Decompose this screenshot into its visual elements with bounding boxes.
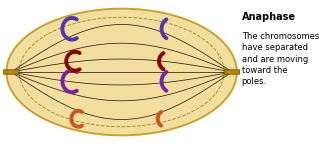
Text: The chromosomes
have separated
and are moving
toward the
poles.: The chromosomes have separated and are m… [242, 32, 319, 87]
Text: Anaphase: Anaphase [242, 12, 296, 21]
FancyBboxPatch shape [224, 70, 240, 74]
FancyBboxPatch shape [4, 70, 19, 74]
Ellipse shape [6, 9, 237, 135]
